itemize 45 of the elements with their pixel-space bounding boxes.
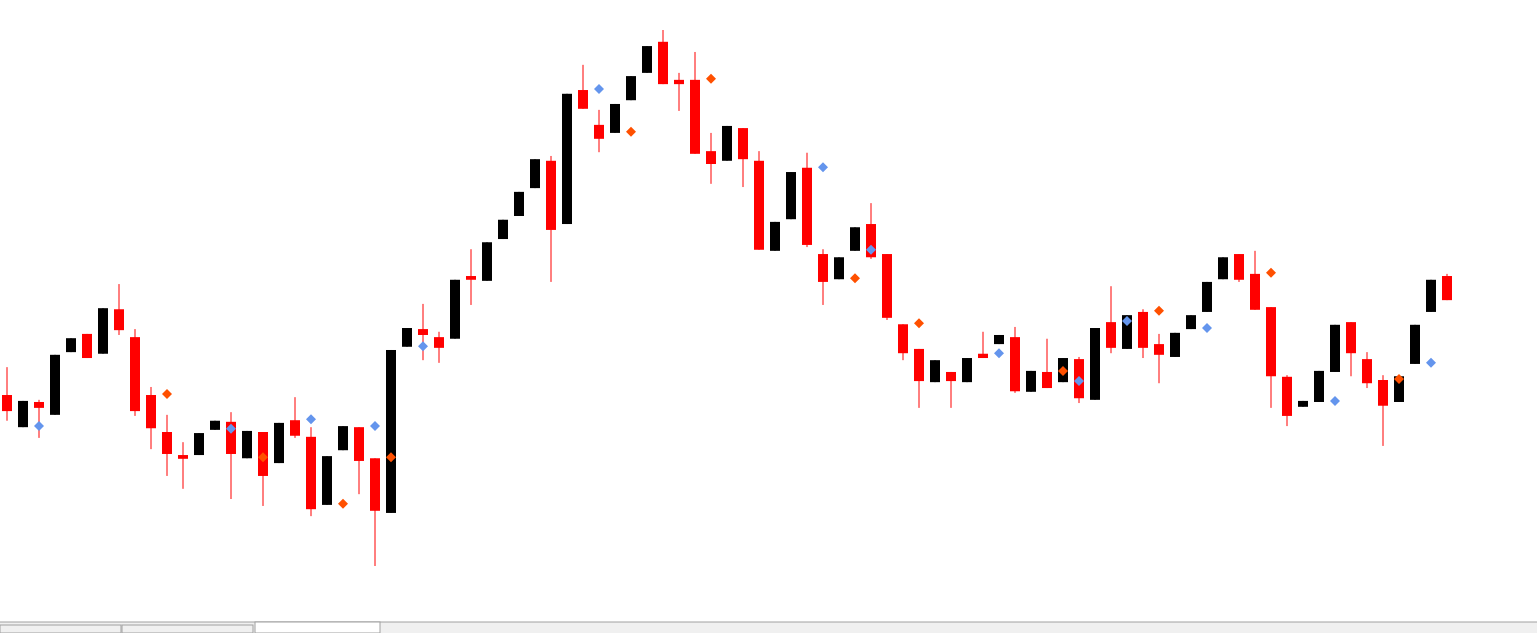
point (418, 341, 428, 352)
candlestick (466, 248, 476, 306)
point (866, 244, 876, 255)
point (850, 273, 860, 284)
candlestick (402, 327, 412, 348)
point (1202, 323, 1212, 334)
point (258, 452, 268, 463)
point (994, 348, 1004, 359)
point (306, 414, 316, 425)
candlestick (162, 414, 172, 477)
candlestick (978, 331, 988, 359)
point (1122, 316, 1132, 327)
point (626, 126, 636, 137)
point (1426, 357, 1436, 368)
point (338, 498, 348, 509)
point (386, 452, 396, 463)
candlestick (178, 441, 188, 490)
point (1266, 267, 1276, 278)
candlestick (434, 331, 444, 364)
point (1154, 305, 1164, 316)
point (1330, 395, 1340, 406)
candlestick (578, 64, 588, 110)
candlestick (1042, 338, 1052, 389)
point (1394, 373, 1404, 384)
candlestick (418, 303, 428, 361)
point (706, 73, 716, 84)
candlestick (594, 109, 604, 153)
candlestick (850, 226, 860, 252)
point (818, 162, 828, 173)
candlestick (946, 371, 956, 409)
candlestick (1154, 333, 1164, 384)
candlestick (2, 366, 12, 422)
candlestick (114, 283, 124, 336)
candlestick (290, 396, 300, 439)
point (914, 318, 924, 329)
point (1058, 365, 1068, 376)
point (226, 423, 236, 434)
point (370, 421, 380, 432)
point (1074, 376, 1084, 387)
candlestick (34, 399, 44, 439)
candlestick (706, 132, 716, 185)
candlestick (674, 72, 684, 112)
point (162, 388, 172, 399)
point (594, 83, 604, 94)
point (34, 421, 44, 432)
